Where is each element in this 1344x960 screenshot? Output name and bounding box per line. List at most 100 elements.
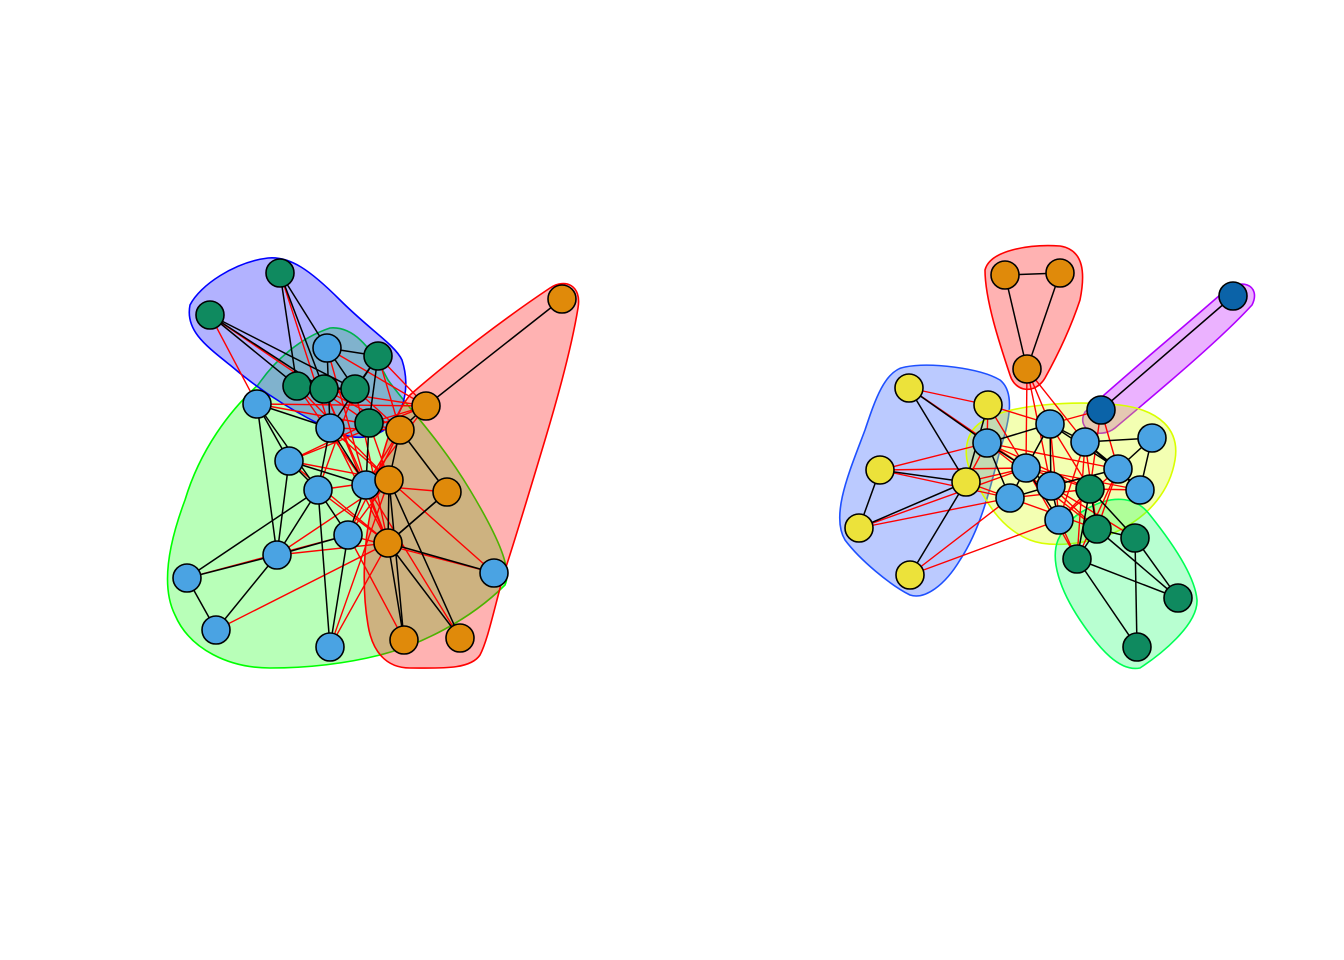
edge-between-communities — [329, 542, 389, 648]
node — [995, 483, 1025, 513]
edge-within-community — [387, 542, 405, 641]
edge-within-community — [256, 403, 278, 556]
node — [1137, 423, 1167, 453]
edge-between-communities — [909, 519, 1060, 576]
edge-between-communities — [347, 534, 405, 641]
node — [274, 446, 304, 476]
node — [282, 371, 312, 401]
edge-within-community — [1134, 537, 1138, 648]
edge-within-community — [1100, 295, 1234, 411]
edge-within-community — [186, 554, 278, 579]
node — [201, 615, 231, 645]
left-nodes — [172, 258, 577, 662]
node — [1011, 453, 1041, 483]
node — [432, 477, 462, 507]
edge-within-community — [329, 534, 349, 648]
node — [389, 625, 419, 655]
edge-between-communities — [209, 314, 258, 405]
node — [195, 300, 225, 330]
edge-within-community — [909, 481, 967, 576]
node — [242, 389, 272, 419]
edge-within-community — [388, 479, 461, 639]
right-nodes — [844, 258, 1248, 662]
node — [385, 415, 415, 445]
community-hull-blue — [838, 364, 1011, 597]
node — [1045, 258, 1075, 288]
node — [363, 341, 393, 371]
node — [265, 258, 295, 288]
node — [1035, 409, 1065, 439]
node — [333, 520, 363, 550]
node — [951, 467, 981, 497]
node — [1120, 523, 1150, 553]
edge-within-community — [186, 489, 319, 579]
node — [312, 333, 342, 363]
node — [411, 391, 441, 421]
node — [894, 373, 924, 403]
edge-within-community — [387, 542, 495, 574]
node — [1070, 427, 1100, 457]
right-network-graph — [838, 244, 1256, 670]
edge-between-communities — [986, 442, 1119, 470]
edge-between-communities — [909, 497, 1011, 576]
edge-within-community — [1096, 528, 1179, 599]
node — [1103, 454, 1133, 484]
node — [1044, 505, 1074, 535]
node — [895, 560, 925, 590]
edge-between-communities — [288, 405, 427, 462]
edge-within-community — [317, 489, 331, 648]
node — [972, 428, 1002, 458]
node — [374, 465, 404, 495]
edge-within-community — [209, 314, 298, 387]
node — [315, 413, 345, 443]
node — [1075, 474, 1105, 504]
left-network-graph — [166, 257, 580, 669]
node — [340, 374, 370, 404]
edge-within-community — [908, 387, 967, 483]
edge-between-communities — [388, 479, 495, 574]
edge-within-community — [276, 460, 290, 556]
edge-between-communities — [329, 479, 390, 648]
community-hull-red — [363, 282, 580, 669]
edge-within-community — [1026, 272, 1061, 370]
edge-between-communities — [1050, 485, 1136, 539]
node — [1218, 281, 1248, 311]
node — [262, 540, 292, 570]
edge-within-community — [279, 272, 298, 387]
edge-within-community — [215, 554, 278, 631]
node — [1125, 475, 1155, 505]
edge-between-communities — [879, 469, 1011, 499]
edge-within-community — [908, 387, 988, 444]
edge-between-communities — [879, 442, 988, 471]
edge-between-communities — [326, 347, 427, 407]
community-hull-purple — [1082, 283, 1256, 434]
node — [354, 408, 384, 438]
edge-between-communities — [1026, 368, 1086, 443]
edge-within-community — [1004, 274, 1028, 370]
node — [547, 284, 577, 314]
node — [990, 260, 1020, 290]
edge-within-community — [388, 479, 405, 641]
node — [309, 374, 339, 404]
node — [373, 528, 403, 558]
node — [1082, 514, 1112, 544]
edge-between-communities — [879, 467, 1027, 471]
node — [1086, 395, 1116, 425]
node — [315, 632, 345, 662]
node — [303, 475, 333, 505]
edge-within-community — [425, 298, 563, 407]
node — [1163, 583, 1193, 613]
node — [445, 623, 475, 653]
edge-between-communities — [1025, 368, 1028, 469]
node — [1036, 471, 1066, 501]
node — [1012, 354, 1042, 384]
node — [865, 455, 895, 485]
edge-within-community — [1076, 558, 1138, 648]
node — [844, 513, 874, 543]
node — [973, 390, 1003, 420]
node — [1062, 544, 1092, 574]
edge-between-communities — [1076, 468, 1119, 560]
edge-within-community — [387, 542, 461, 639]
node — [1122, 632, 1152, 662]
